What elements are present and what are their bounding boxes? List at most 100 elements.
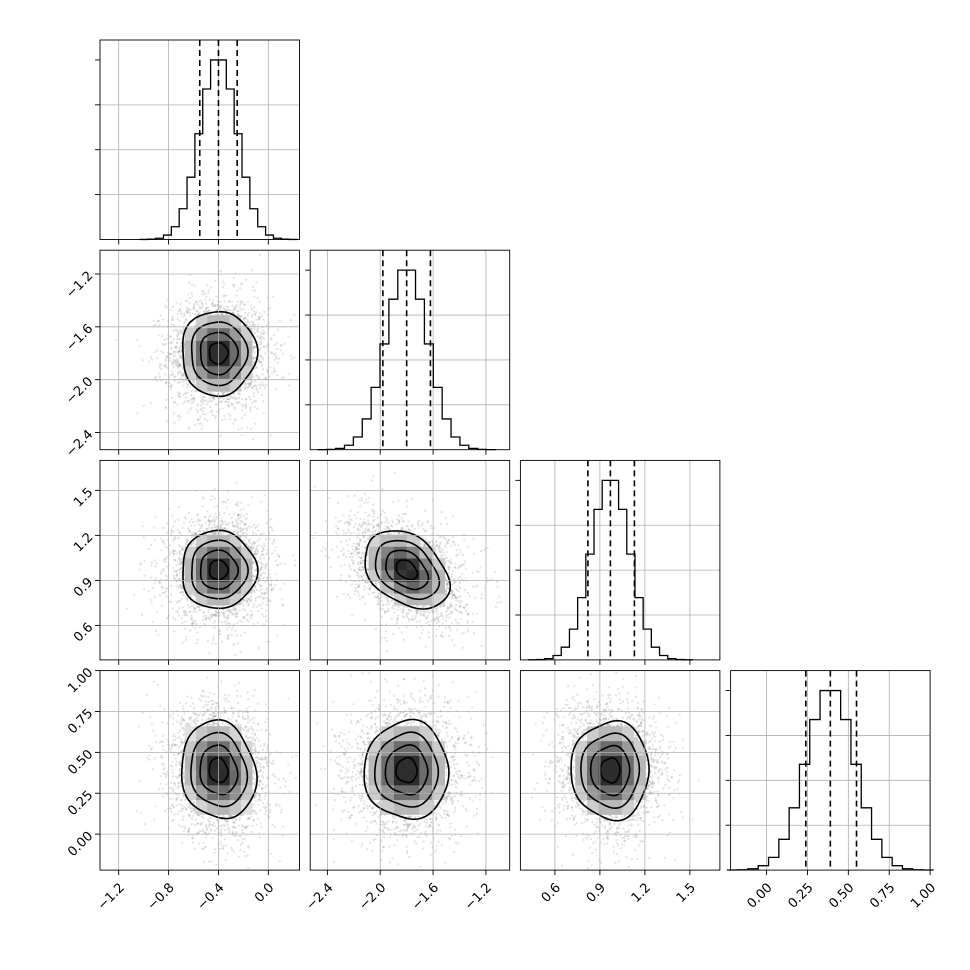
scatter-point	[180, 312, 183, 315]
scatter-point	[198, 626, 202, 629]
scatter-point	[178, 568, 181, 571]
scatter-point	[250, 313, 253, 316]
scatter-point	[178, 381, 181, 384]
scatter-point	[225, 628, 229, 631]
scatter-point	[223, 511, 226, 515]
scatter-point	[162, 569, 165, 572]
scatter-point	[246, 301, 249, 304]
scatter-point	[185, 319, 188, 322]
scatter-point	[185, 614, 189, 617]
scatter-point	[196, 418, 199, 421]
scatter-point	[289, 354, 293, 357]
scatter-point	[235, 481, 238, 484]
scatter-point	[257, 391, 260, 394]
scatter-point	[153, 377, 157, 380]
scatter-point	[253, 405, 256, 408]
scatter-point	[173, 360, 176, 363]
scatter-point	[261, 393, 264, 397]
scatter-point	[236, 522, 239, 526]
scatter-point	[258, 383, 261, 386]
scatter-point	[252, 346, 255, 349]
scatter-point	[172, 412, 175, 415]
scatter-point	[157, 334, 160, 337]
scatter-point	[240, 302, 243, 305]
scatter-point	[253, 603, 256, 606]
scatter-point	[252, 350, 255, 353]
scatter-point	[260, 613, 264, 616]
scatter-point	[213, 488, 216, 491]
scatter-point	[177, 365, 180, 368]
scatter-point	[166, 617, 169, 620]
scatter-point	[158, 363, 161, 366]
scatter-point	[169, 335, 172, 338]
scatter-point	[241, 409, 244, 412]
scatter-point	[257, 359, 261, 363]
scatter-point	[257, 609, 260, 613]
scatter-point	[222, 295, 225, 298]
scatter-point	[258, 343, 261, 346]
scatter-point	[236, 300, 239, 303]
scatter-point	[161, 540, 165, 543]
scatter-point	[186, 310, 189, 313]
scatter-point	[207, 289, 211, 292]
scatter-point	[274, 352, 277, 355]
scatter-point	[256, 621, 259, 624]
scatter-point	[154, 375, 157, 378]
scatter-point	[262, 571, 265, 575]
scatter-point	[212, 304, 215, 308]
scatter-point	[276, 374, 279, 377]
scatter-point	[190, 393, 193, 397]
scatter-point	[228, 622, 231, 625]
scatter-point	[198, 312, 201, 316]
scatter-point	[178, 364, 181, 367]
scatter-point	[213, 522, 216, 526]
scatter-point	[237, 428, 240, 431]
scatter-point	[234, 407, 237, 410]
scatter-point	[193, 382, 196, 386]
scatter-point	[170, 370, 174, 373]
scatter-point	[200, 407, 203, 410]
scatter-point	[207, 291, 210, 295]
scatter-point	[155, 323, 158, 326]
scatter-point	[247, 382, 250, 385]
scatter-point	[248, 614, 252, 617]
scatter-point	[173, 401, 176, 404]
scatter-point	[164, 407, 167, 410]
scatter-point	[178, 348, 181, 351]
scatter-point	[184, 299, 187, 302]
scatter-point	[219, 304, 222, 307]
scatter-point	[227, 522, 230, 525]
scatter-point	[160, 367, 163, 371]
scatter-point	[237, 392, 240, 395]
scatter-point	[210, 409, 213, 412]
scatter-point	[142, 536, 145, 539]
scatter-point	[207, 616, 210, 619]
scatter-point	[255, 374, 258, 377]
scatter-point	[265, 384, 268, 387]
scatter-point	[158, 594, 161, 597]
y-tick-label: −2.4	[63, 427, 96, 460]
scatter-point	[236, 513, 239, 517]
scatter-point	[259, 254, 262, 257]
density-cell	[196, 365, 208, 379]
scatter-point	[203, 611, 206, 614]
scatter-point	[206, 284, 209, 287]
scatter-point	[166, 531, 169, 535]
scatter-point	[164, 365, 167, 368]
scatter-point	[260, 384, 263, 387]
scatter-point	[201, 304, 204, 307]
scatter-point	[170, 348, 173, 351]
scatter-point	[203, 311, 206, 314]
scatter-point	[143, 560, 146, 563]
scatter-point	[173, 549, 177, 553]
scatter-point	[234, 419, 237, 422]
scatter-point	[212, 636, 215, 639]
scatter-point	[275, 388, 278, 391]
scatter-point	[189, 398, 192, 401]
scatter-point	[174, 618, 177, 621]
scatter-point	[253, 591, 256, 594]
scatter-point	[196, 631, 199, 634]
scatter-point	[250, 610, 253, 613]
scatter-point	[220, 313, 223, 316]
scatter-point	[246, 382, 249, 385]
